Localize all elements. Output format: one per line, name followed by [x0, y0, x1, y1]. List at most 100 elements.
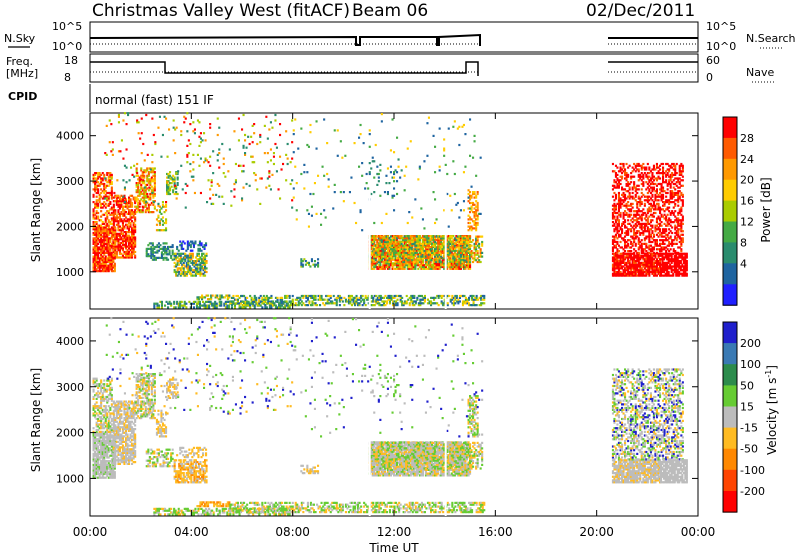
power-cell: [389, 238, 392, 241]
power-cell: [184, 254, 187, 257]
power-cell: [170, 255, 173, 258]
nsearch-tick-top: 10^5: [706, 20, 736, 33]
power-cell: [633, 224, 636, 227]
power-cell: [389, 165, 392, 168]
power-cell: [110, 211, 113, 215]
power-cell: [442, 304, 445, 307]
nsky-tick-bottom: 10^0: [52, 40, 82, 53]
power-cell: [106, 268, 109, 271]
power-cell: [371, 267, 374, 270]
power-cell: [98, 270, 101, 273]
power-cell: [226, 306, 229, 309]
power-cell: [622, 211, 625, 215]
power-cell: [429, 248, 432, 251]
power-cell: [165, 221, 168, 225]
power-cell: [344, 300, 347, 303]
power-cell: [402, 267, 405, 270]
power-cell: [645, 188, 648, 191]
power-cell: [411, 256, 414, 259]
power-cell: [624, 269, 627, 272]
power-cell: [152, 189, 155, 192]
power-cell: [100, 188, 103, 191]
power-cell: [101, 264, 104, 267]
power-cell: [110, 175, 113, 178]
power-cell: [95, 186, 98, 189]
power-cell: [476, 205, 479, 208]
power-cell: [376, 244, 379, 247]
power-cell: [361, 298, 364, 301]
power-cell: [138, 205, 141, 208]
power-cell: [188, 256, 191, 259]
power-cell: [392, 296, 395, 299]
power-cell: [465, 255, 468, 258]
power-cell: [465, 257, 468, 260]
power-cell: [285, 304, 288, 307]
power-cell: [429, 265, 432, 269]
power-cell: [363, 298, 366, 301]
power-cell: [408, 240, 411, 244]
power-cell: [94, 237, 97, 240]
power-cell: [258, 300, 261, 303]
power-cell: [468, 302, 471, 305]
power-cell: [431, 264, 434, 267]
power-cell: [178, 263, 181, 266]
power-cell: [472, 192, 475, 196]
power-cell: [643, 254, 646, 257]
power-cell: [92, 195, 95, 198]
power-cell: [475, 240, 478, 244]
power-cell: [377, 172, 380, 176]
power-cell: [107, 255, 110, 258]
power-cell: [97, 215, 100, 218]
power-cell: [109, 248, 112, 251]
power-cell: [98, 230, 101, 233]
power-cell: [420, 257, 423, 260]
power-cell: [617, 260, 620, 263]
power-cell: [109, 237, 112, 240]
power-cell: [110, 253, 113, 256]
power-cell: [379, 253, 382, 256]
power-cell: [399, 253, 402, 256]
power-cell: [232, 300, 235, 303]
power-cell: [476, 223, 479, 226]
power-cell: [391, 244, 394, 247]
power-cell: [636, 231, 639, 235]
power-cell: [655, 267, 658, 270]
power-cell: [646, 258, 649, 261]
power-cell: [383, 240, 386, 244]
power-cell: [456, 253, 459, 256]
power-cell: [652, 258, 655, 261]
power-cell: [426, 235, 429, 238]
power-cell: [397, 242, 400, 245]
power-cell: [469, 267, 472, 270]
power-cell: [624, 168, 627, 171]
power-cell: [305, 294, 308, 298]
power-cell: [636, 184, 639, 187]
power-cell: [118, 234, 121, 237]
power-cell: [642, 258, 645, 261]
power-cell: [106, 204, 109, 207]
power-cell: [624, 213, 627, 216]
power-cell: [371, 240, 374, 244]
power-cell: [396, 249, 399, 252]
power-cell: [306, 294, 309, 298]
power-cell: [646, 221, 649, 224]
power-cell: [175, 192, 178, 196]
power-cell: [204, 260, 207, 263]
power-cell: [380, 249, 383, 252]
power-cell: [637, 164, 640, 167]
power-cell: [415, 244, 418, 247]
power-cell: [630, 181, 633, 184]
power-cell: [313, 265, 316, 268]
power-cell: [137, 183, 140, 186]
power-cell: [107, 228, 110, 231]
power-cell: [621, 252, 624, 255]
power-cell: [106, 246, 109, 249]
power-cell: [110, 190, 113, 193]
power-cell: [440, 300, 443, 303]
power-cell: [317, 294, 320, 298]
power-cell: [438, 260, 441, 264]
power-cell: [393, 249, 396, 252]
power-cell: [613, 208, 616, 211]
power-cell: [402, 239, 405, 242]
power-cell: [94, 190, 97, 193]
